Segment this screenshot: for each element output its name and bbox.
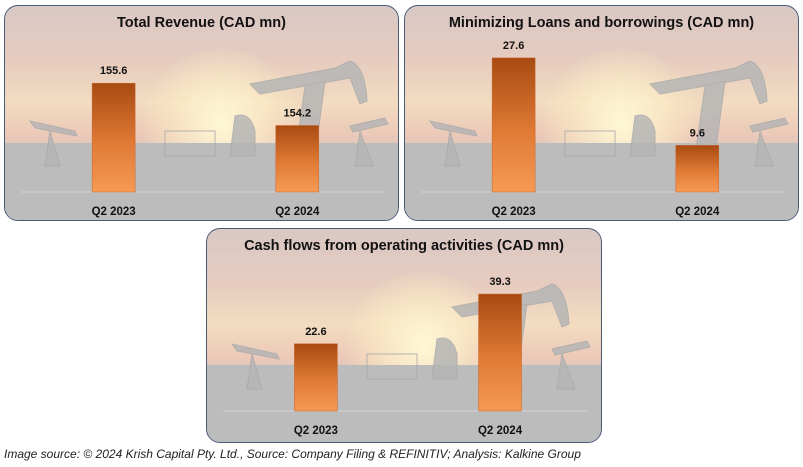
chart-panel-loans-borrowings: 27.6 Q2 2023 9.6 Q2 2024 Minimizing Loans a… — [404, 5, 799, 221]
data-label: 155.6 — [100, 65, 128, 77]
chart-title: Minimizing Loans and borrowings (CAD mn) — [448, 15, 755, 31]
bar-q2-2023 — [91, 82, 136, 193]
x-tick-label: Q2 2024 — [275, 206, 320, 218]
bar-q2-2024 — [478, 293, 522, 412]
chart-title: Cash flows from operating activities (CA… — [244, 238, 564, 254]
x-tick-label: Q2 2023 — [294, 425, 338, 437]
image-source-footer: Image source: © 2024 Krish Capital Pty. … — [4, 447, 581, 461]
bar-q2-2023 — [491, 57, 536, 193]
data-label: 22.6 — [305, 326, 326, 338]
bar-chart: 155.6 Q2 2023 154.2 Q2 2024 — [21, 65, 384, 218]
oilfield-silhouette-icon — [428, 60, 789, 167]
data-label: 27.6 — [503, 40, 524, 52]
x-tick-label: Q2 2024 — [675, 206, 720, 218]
data-label: 39.3 — [489, 276, 510, 288]
chart-title: Total Revenue (CAD mn) — [117, 15, 286, 31]
bar-q2-2024 — [275, 125, 320, 193]
x-tick-label: Q2 2024 — [478, 425, 523, 437]
x-tick-label: Q2 2023 — [492, 206, 536, 218]
chart-panel-operating-cash-flows: 22.6 Q2 2023 39.3 Q2 2024 Cash flows from o… — [206, 228, 602, 443]
x-tick-label: Q2 2023 — [92, 206, 136, 218]
bar-q2-2024 — [675, 145, 720, 193]
data-label: 9.6 — [690, 127, 705, 139]
bar-q2-2023 — [294, 343, 338, 412]
data-label: 154.2 — [284, 108, 312, 120]
bar-chart: 22.6 Q2 2023 39.3 Q2 2024 — [223, 276, 587, 437]
chart-panel-total-revenue: 155.6 Q2 2023 154.2 Q2 2024 Total Revenue (… — [4, 5, 399, 221]
ground-background — [207, 365, 601, 442]
bar-chart: 27.6 Q2 2023 9.6 Q2 2024 — [421, 40, 784, 218]
